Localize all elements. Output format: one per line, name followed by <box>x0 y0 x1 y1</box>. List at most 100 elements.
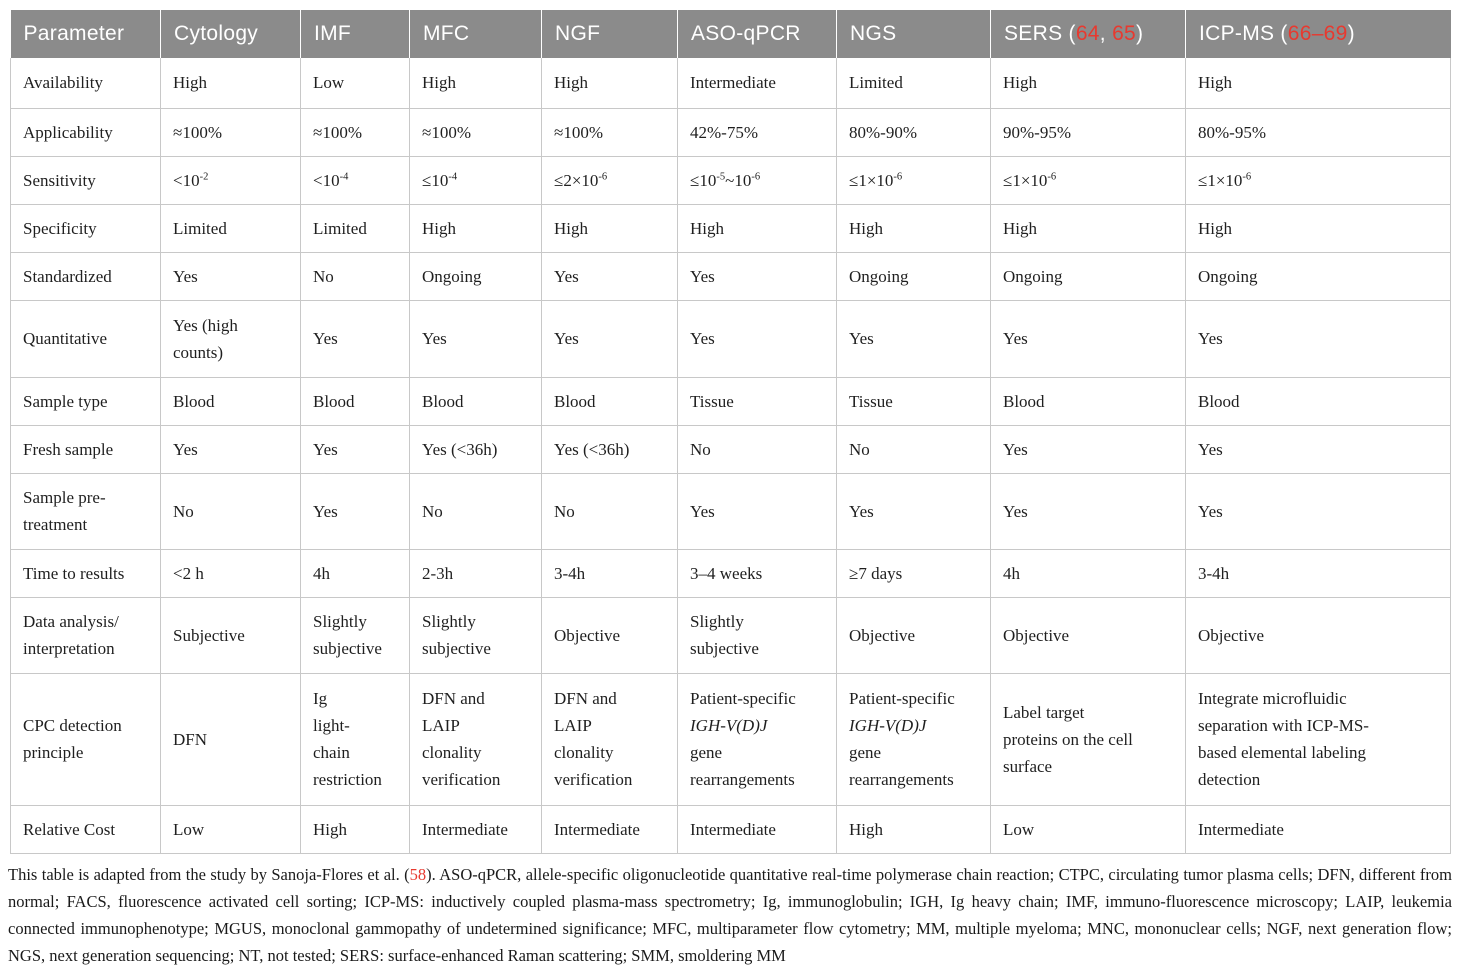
table-cell: Tissue <box>677 376 837 426</box>
text-segment: ≤10 <box>690 170 717 190</box>
table-row: Fresh sample Yes Yes Yes (<36h) Yes (<36h) No… <box>10 424 1451 474</box>
table-cell: Yes (<36h) <box>409 424 542 474</box>
text-segment: Patient-specific <box>690 689 796 708</box>
table-cell: <10-2 <box>160 155 301 205</box>
table-cell: Blood <box>990 376 1186 426</box>
column-header: ASO-qPCR <box>677 10 837 58</box>
table-cell: DFN <box>160 672 301 806</box>
column-header: IMF <box>300 10 410 58</box>
text-segment: ) <box>1347 22 1355 45</box>
row-label: Availability <box>10 58 161 109</box>
table-cell: Objective <box>990 596 1186 674</box>
table-cell: High <box>541 203 678 253</box>
table-cell: Slightly subjective <box>677 596 837 674</box>
superscript-text: -6 <box>1242 170 1252 182</box>
table-cell: 80%-95% <box>1185 107 1451 157</box>
column-header: Parameter <box>10 10 161 58</box>
text-segment: IGH-V(D)J <box>849 716 927 735</box>
table-cell: 2-3h <box>409 548 542 598</box>
superscript-text: -6 <box>893 170 903 182</box>
table-cell: 3-4h <box>541 548 678 598</box>
citation-link[interactable]: 58 <box>409 864 427 884</box>
table-cell: No <box>409 472 542 550</box>
table-cell: ≤10-5~10-6 <box>677 155 837 205</box>
citation-link[interactable]: 65 <box>1112 22 1137 45</box>
table-cell: <10-4 <box>300 155 410 205</box>
table-cell: Subjective <box>160 596 301 674</box>
table-cell: Ongoing <box>990 251 1186 301</box>
table-cell: Limited <box>160 203 301 253</box>
row-label: Quantitative <box>10 299 161 378</box>
text-segment: ICP-MS ( <box>1199 22 1288 45</box>
comparison-table: Parameter Cytology IMF MFC NGF ASO-qPCR NGS SER… <box>10 10 1451 854</box>
table-cell: Low <box>160 804 301 854</box>
text-segment: ≤1×10 <box>1003 170 1048 190</box>
table-cell: High <box>836 804 991 854</box>
table-cell: High <box>541 58 678 109</box>
table-row: Sample type Blood Blood Blood Blood Tissue Tis… <box>10 376 1451 426</box>
table-cell: ≈100% <box>300 107 410 157</box>
row-label: CPC detection principle <box>10 672 161 806</box>
text-segment: ≤10 <box>422 170 449 190</box>
table-row: Relative Cost Low High Intermediate Intermed… <box>10 804 1451 854</box>
table-cell: High <box>990 203 1186 253</box>
table-header-row: Parameter Cytology IMF MFC NGF ASO-qPCR NGS SER… <box>10 10 1451 58</box>
superscript-text: -6 <box>598 170 608 182</box>
table-cell: Blood <box>160 376 301 426</box>
superscript-text: -2 <box>199 170 209 182</box>
table-body: Availability High Low High High Intermediate L… <box>10 58 1451 854</box>
header-row: Parameter Cytology IMF MFC NGF ASO-qPCR NGS SER… <box>10 10 1451 58</box>
text-segment: IGH-V(D)J <box>690 716 768 735</box>
table-cell: Objective <box>541 596 678 674</box>
table-cell: ≈100% <box>541 107 678 157</box>
row-label: Specificity <box>10 203 161 253</box>
table-cell: ≤10-4 <box>409 155 542 205</box>
table-cell: Yes <box>836 299 991 378</box>
text-segment: ≤1×10 <box>1198 170 1243 190</box>
row-label: Sample type <box>10 376 161 426</box>
text-segment: ) <box>1136 22 1144 45</box>
table-cell: Yes <box>300 424 410 474</box>
table-cell: Intermediate <box>541 804 678 854</box>
table-cell: 4h <box>300 548 410 598</box>
table-cell: Yes <box>677 472 837 550</box>
text-segment: Patient-specific <box>849 689 955 708</box>
table-row: Specificity Limited Limited High High High Hig… <box>10 203 1451 253</box>
table-cell: High <box>990 58 1186 109</box>
text-segment: This table is adapted from the study by … <box>8 864 410 884</box>
table-cell: Yes <box>541 251 678 301</box>
column-header: NGF <box>541 10 678 58</box>
table-cell: Ongoing <box>1185 251 1451 301</box>
table-row: Quantitative Yes (high counts) Yes Yes Yes Ye… <box>10 299 1451 378</box>
table-cell: ≈100% <box>160 107 301 157</box>
text-segment: gene rearrangements <box>690 743 795 789</box>
table-cell: Blood <box>409 376 542 426</box>
citation-link[interactable]: 66–69 <box>1287 22 1348 45</box>
row-label: Applicability <box>10 107 161 157</box>
table-cell: High <box>300 804 410 854</box>
table-cell: Slightly subjective <box>300 596 410 674</box>
table-cell: Objective <box>1185 596 1451 674</box>
citation-link[interactable]: 64 <box>1075 22 1100 45</box>
table-cell: Intermediate <box>1185 804 1451 854</box>
table-cell: DFN and LAIP clonality verification <box>541 672 678 806</box>
table-cell: Yes <box>990 472 1186 550</box>
table-cell: No <box>677 424 837 474</box>
table-cell: Low <box>990 804 1186 854</box>
table-cell: Limited <box>836 58 991 109</box>
table-cell: Yes <box>677 251 837 301</box>
table-cell: 4h <box>990 548 1186 598</box>
table-cell: Objective <box>836 596 991 674</box>
table-cell: High <box>160 58 301 109</box>
table-row: Standardized Yes No Ongoing Yes Yes Ongoing Ong… <box>10 251 1451 301</box>
row-label: Standardized <box>10 251 161 301</box>
table-cell: High <box>1185 58 1451 109</box>
table-cell: Yes (high counts) <box>160 299 301 378</box>
table-cell: Yes <box>1185 299 1451 378</box>
superscript-text: -4 <box>448 170 458 182</box>
table-row: Time to results <2 h 4h 2-3h 3-4h 3–4 weeks ≥7… <box>10 548 1451 598</box>
table-cell: Patient-specific IGH-V(D)J gene rearrang… <box>677 672 837 806</box>
table-cell: No <box>160 472 301 550</box>
table-row: Sensitivity <10-2 <10-4 ≤10-4 ≤2×10-6 ≤10-5~1… <box>10 155 1451 205</box>
table-cell: 90%-95% <box>990 107 1186 157</box>
